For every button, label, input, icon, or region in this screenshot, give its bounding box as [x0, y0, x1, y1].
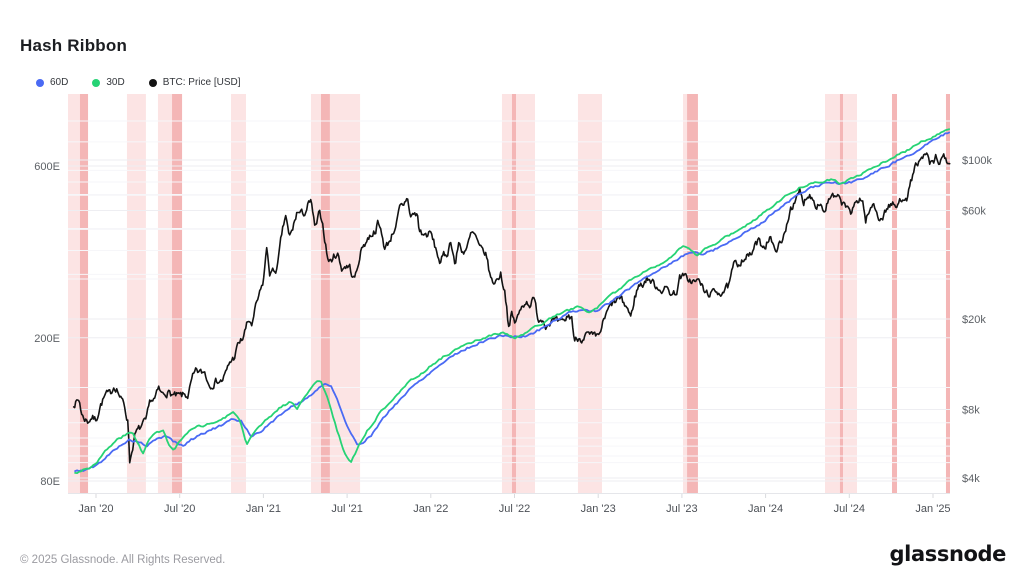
- capitulation-band: [310, 94, 322, 493]
- glassnode-logo: glassnode: [889, 542, 1007, 566]
- x-tick-label: Jul '22: [499, 503, 530, 515]
- capitulation-band: [839, 94, 844, 493]
- capitulation-band: [577, 94, 602, 493]
- capitulation-band: [687, 94, 698, 493]
- right-axis-label: $100k: [962, 155, 992, 167]
- capitulation-band: [511, 94, 517, 493]
- right-axis-label: $20k: [962, 314, 986, 326]
- legend-item-30d[interactable]: 30D: [92, 77, 125, 88]
- left-axis-label: 200E: [34, 333, 60, 345]
- capitulation-band: [126, 94, 146, 493]
- capitulation-band: [68, 94, 80, 493]
- legend-item-btc-price[interactable]: BTC: Price [USD]: [148, 77, 241, 88]
- capitulation-band: [321, 94, 330, 493]
- x-tick-label: Jan '23: [581, 503, 616, 515]
- x-tick-label: Jan '24: [748, 503, 783, 515]
- left-axis-label: 600E: [34, 161, 60, 173]
- capitulation-band: [79, 94, 89, 493]
- legend-swatch-30d-icon: [92, 78, 101, 87]
- x-tick-label: Jul '21: [331, 503, 362, 515]
- capitulation-band: [231, 94, 246, 493]
- right-axis-label: $8k: [962, 405, 980, 417]
- x-tick-label: Jul '20: [164, 503, 195, 515]
- legend-label-btc-price: BTC: Price [USD]: [162, 77, 241, 88]
- capitulation-band: [329, 94, 361, 493]
- left-axis-label: 80E: [40, 476, 60, 488]
- capitulation-band: [501, 94, 512, 493]
- right-axis-label: $4k: [962, 473, 980, 485]
- capitulation-band: [891, 94, 898, 493]
- right-axis-label: $60k: [962, 205, 986, 217]
- legend-label-60d: 60D: [50, 77, 69, 88]
- capitulation-band: [945, 94, 950, 493]
- x-tick-label: Jan '20: [78, 503, 113, 515]
- legend-item-60d[interactable]: 60D: [36, 77, 68, 88]
- chart-legend: 60D 30D BTC: Price [USD]: [36, 77, 241, 88]
- legend-swatch-60d-icon: [36, 78, 44, 87]
- x-tick-label: Jan '25: [915, 503, 950, 515]
- x-tick-label: Jul '24: [834, 503, 865, 515]
- capitulation-band: [157, 94, 173, 493]
- x-tick-label: Jan '21: [246, 503, 281, 515]
- legend-swatch-btc-icon: [148, 78, 157, 87]
- page-title: Hash Ribbon: [20, 36, 128, 56]
- capitulation-band: [172, 94, 183, 493]
- legend-label-30d: 30D: [106, 77, 125, 88]
- copyright-text: © 2025 Glassnode. All Rights Reserved.: [20, 554, 226, 566]
- x-tick-label: Jan '22: [413, 503, 448, 515]
- series-line-btc-price-usd: [72, 152, 951, 464]
- capitulation-band: [825, 94, 840, 493]
- capitulation-band: [683, 94, 688, 493]
- x-tick-label: Jul '23: [666, 503, 697, 515]
- capitulation-band: [516, 94, 536, 493]
- page-footer: © 2025 Glassnode. All Rights Reserved. g…: [0, 542, 1024, 566]
- series-line-30d: [74, 128, 950, 474]
- capitulation-band: [843, 94, 857, 493]
